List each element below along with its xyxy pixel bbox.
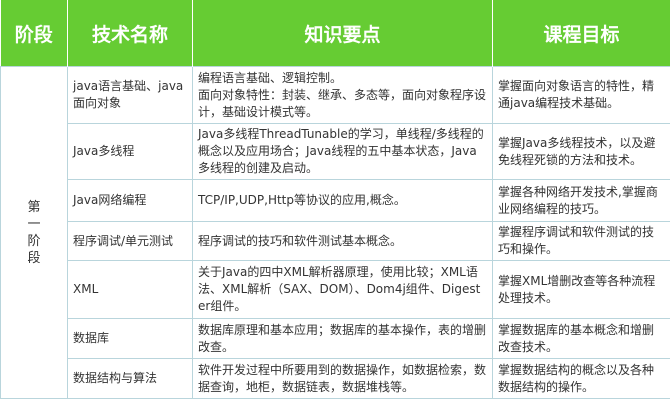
header-row: 阶段 技术名称 知识要点 课程目标 xyxy=(0,0,670,67)
knowledge-cell: 编程语言基础、逻辑控制。 面向对象特性：封装、继承、多态等，面向对象程序设计，基… xyxy=(192,66,493,124)
table-row: 第一阶段 java语言基础、java面向对象 编程语言基础、逻辑控制。 面向对象特性… xyxy=(0,66,670,399)
knowledge-cell: 程序调试的技巧和软件测试基本概念。 xyxy=(192,221,493,261)
tech-cell: 数据库 xyxy=(67,318,193,359)
knowledge-cell: 软件开发过程中所要用到的数据操作，如数据检索，数据查询，地柜，数据链表，数据堆栈… xyxy=(192,358,493,399)
goal-cell: 掌握面向对象语言的特性，精通java编程技术基础。 xyxy=(492,66,670,124)
table-row: XML 关于Java的四中XML解析器原理，使用比较；XML语法、XML解析（SA… xyxy=(1,260,670,319)
tech-cell: Java多线程 xyxy=(67,123,193,180)
knowledge-cell: Java多线程ThreadTunable的学习，单线程/多线程的概念以及应用场合… xyxy=(192,123,493,180)
goal-cell: 掌握程序调试和软件测试的技巧和操作。 xyxy=(492,221,670,261)
header-stage: 阶段 xyxy=(0,0,68,67)
knowledge-cell: 数据库原理和基本应用；数据库的基本操作，表的增删改查。 xyxy=(192,318,493,359)
goal-cell: 掌握各种网络开发技术,掌握商业网络编程的技巧。 xyxy=(492,179,670,222)
goal-cell: 掌握数据结构的概念以及各种数据结构的操作。 xyxy=(492,358,670,399)
goal-cell: 掌握XML增删改查等各种流程处理技术。 xyxy=(492,260,670,319)
tech-cell: Java网络编程 xyxy=(67,179,193,222)
tech-cell: java语言基础、java面向对象 xyxy=(67,66,193,124)
table-row: 数据结构与算法 软件开发过程中所要用到的数据操作，如数据检索，数据查询，地柜，数据… xyxy=(1,358,670,399)
tech-cell: XML xyxy=(67,260,193,319)
stage-cell: 第一阶段 xyxy=(0,66,68,399)
tech-cell: 数据结构与算法 xyxy=(67,358,193,399)
knowledge-cell: 关于Java的四中XML解析器原理，使用比较；XML语法、XML解析（SAX、D… xyxy=(192,260,493,319)
goal-cell: 掌握数据库的基本概念和增删改查技术。 xyxy=(492,318,670,359)
tech-cell: 程序调试/单元测试 xyxy=(67,221,193,261)
table-row: 程序调试/单元测试 程序调试的技巧和软件测试基本概念。 掌握程序调试和软件测试的技巧… xyxy=(1,221,670,261)
table-row: Java网络编程 TCP/IP,UDP,Http等协议的应用,概念。 掌握各种网络开… xyxy=(1,179,670,222)
goal-cell: 掌握Java多线程技术，以及避免线程死锁的方法和技术。 xyxy=(492,123,670,180)
knowledge-cell: TCP/IP,UDP,Http等协议的应用,概念。 xyxy=(192,179,493,222)
header-goal: 课程目标 xyxy=(492,0,670,67)
table-row: 数据库 数据库原理和基本应用；数据库的基本操作，表的增删改查。 掌握数据库的基本概念… xyxy=(1,318,670,359)
table-row: Java多线程 Java多线程ThreadTunable的学习，单线程/多线程的概… xyxy=(1,123,670,180)
header-tech: 技术名称 xyxy=(67,0,193,67)
header-knowledge: 知识要点 xyxy=(192,0,493,67)
